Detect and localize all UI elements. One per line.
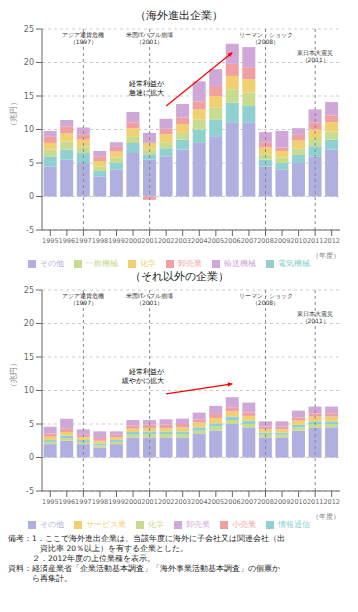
- svg-text:-5: -5: [26, 487, 34, 496]
- svg-text:-5: -5: [26, 226, 34, 235]
- svg-text:米国ITバブル崩壊（2001）: 米国ITバブル崩壊（2001）: [126, 31, 173, 46]
- svg-text:（兆円）: （兆円）: [9, 98, 18, 130]
- svg-text:1996: 1996: [59, 237, 76, 245]
- svg-text:東日本大震災（2011）: 東日本大震災（2011）: [297, 49, 333, 64]
- html-text:（海外進出企業）: （海外進出企業）: [135, 9, 223, 22]
- svg-text:1998: 1998: [92, 498, 109, 506]
- html-text:小売業: 小売業: [232, 520, 256, 529]
- svg-text:経常利益が緩やかに拡大: 経常利益が緩やかに拡大: [121, 368, 165, 385]
- html-text:ら再集計。: ら再集計。: [8, 574, 72, 583]
- svg-text:2011: 2011: [307, 498, 324, 506]
- html-text:（それ以外の企業）: （それ以外の企業）: [129, 270, 229, 283]
- svg-text:25: 25: [24, 25, 34, 34]
- svg-text:アジア通貨危機（1997）: アジア通貨危機（1997）: [62, 31, 104, 46]
- svg-text:2006: 2006: [224, 498, 241, 506]
- svg-text:リーマン・ショック（2008）: リーマン・ショック（2008）: [239, 292, 293, 307]
- svg-text:1999: 1999: [108, 237, 125, 245]
- svg-text:2001: 2001: [141, 237, 158, 245]
- svg-text:20: 20: [24, 319, 34, 328]
- svg-text:アジア通貨危機（1997）: アジア通貨危機（1997）: [62, 292, 104, 307]
- svg-text:2008: 2008: [257, 498, 274, 506]
- svg-text:2010: 2010: [290, 237, 307, 245]
- svg-text:2009: 2009: [274, 498, 291, 506]
- svg-text:1996: 1996: [59, 498, 76, 506]
- html-text:化学: 化学: [140, 259, 156, 268]
- svg-text:2002: 2002: [158, 237, 175, 245]
- svg-text:2005: 2005: [208, 498, 225, 506]
- svg-text:2009: 2009: [274, 237, 291, 245]
- svg-text:1998: 1998: [92, 237, 109, 245]
- svg-text:（年度）: （年度）: [312, 513, 340, 521]
- svg-text:東日本大震災（2011）: 東日本大震災（2011）: [297, 310, 333, 325]
- svg-text:リーマン・ショック（2008）: リーマン・ショック（2008）: [239, 31, 293, 46]
- html-text:一般機械: 一般機械: [86, 259, 118, 268]
- svg-text:15: 15: [24, 353, 34, 362]
- svg-text:5: 5: [29, 420, 34, 429]
- svg-text:0: 0: [29, 453, 34, 462]
- svg-text:5: 5: [29, 159, 34, 168]
- svg-text:0: 0: [29, 192, 34, 201]
- svg-text:2004: 2004: [191, 498, 208, 506]
- svg-text:2003: 2003: [174, 498, 191, 506]
- svg-text:1997: 1997: [75, 498, 92, 506]
- svg-text:1997: 1997: [75, 237, 92, 245]
- svg-text:15: 15: [24, 92, 34, 101]
- svg-text:2008: 2008: [257, 237, 274, 245]
- html-text:化学: 化学: [148, 520, 164, 529]
- svg-text:2000: 2000: [125, 498, 142, 506]
- svg-text:10: 10: [24, 125, 34, 134]
- html-text:輸送機械: 輸送機械: [224, 259, 256, 268]
- svg-text:2004: 2004: [191, 237, 208, 245]
- svg-text:2010: 2010: [290, 498, 307, 506]
- svg-text:1999: 1999: [108, 498, 125, 506]
- svg-text:（兆円）: （兆円）: [9, 359, 18, 391]
- svg-text:2007: 2007: [241, 498, 258, 506]
- html-text:卸売業: 卸売業: [186, 520, 210, 529]
- svg-text:2000: 2000: [125, 237, 142, 245]
- html-text:資料：経済産業省「企業活動基本調査」「海外事業活動基本調査」: 資料：経済産業省「企業活動基本調査」「海外事業活動基本調査」の個票か: [8, 564, 280, 573]
- svg-text:2007: 2007: [241, 237, 258, 245]
- html-text:電気機械: 電気機械: [278, 259, 310, 268]
- svg-text:米国ITバブル崩壊（2001）: 米国ITバブル崩壊（2001）: [126, 292, 173, 307]
- html-text:卸売業: 卸売業: [178, 259, 202, 268]
- svg-text:1995: 1995: [42, 498, 59, 506]
- svg-text:経常利益が急速に拡大: 経常利益が急速に拡大: [128, 80, 165, 97]
- html-text:備考：1．ここで海外進出企業は、当該年度に海外に子会社又は関: 備考：1．ここで海外進出企業は、当該年度に海外に子会社又は関連会社（出: [8, 534, 285, 543]
- html-text:２．2012年度の上位業種を表示。: ２．2012年度の上位業種を表示。: [8, 554, 156, 563]
- svg-text:2011: 2011: [307, 237, 324, 245]
- svg-text:2012: 2012: [323, 498, 340, 506]
- svg-text:2005: 2005: [208, 237, 225, 245]
- svg-text:25: 25: [24, 286, 34, 295]
- svg-text:2003: 2003: [174, 237, 191, 245]
- svg-text:20: 20: [24, 58, 34, 67]
- svg-text:1995: 1995: [42, 237, 59, 245]
- svg-text:10: 10: [24, 386, 34, 395]
- html-text:その他: その他: [40, 520, 64, 529]
- html-text:情報通信: 情報通信: [278, 520, 310, 529]
- html-text:その他: その他: [40, 259, 64, 268]
- svg-text:2012: 2012: [323, 237, 340, 245]
- svg-text:2001: 2001: [141, 498, 158, 506]
- svg-text:（年度）: （年度）: [312, 252, 340, 260]
- svg-text:2002: 2002: [158, 498, 175, 506]
- html-text:サービス業: サービス業: [86, 520, 126, 529]
- html-text:資比率 20％以上）を有する企業とした。: 資比率 20％以上）を有する企業とした。: [8, 544, 188, 553]
- svg-text:2006: 2006: [224, 237, 241, 245]
